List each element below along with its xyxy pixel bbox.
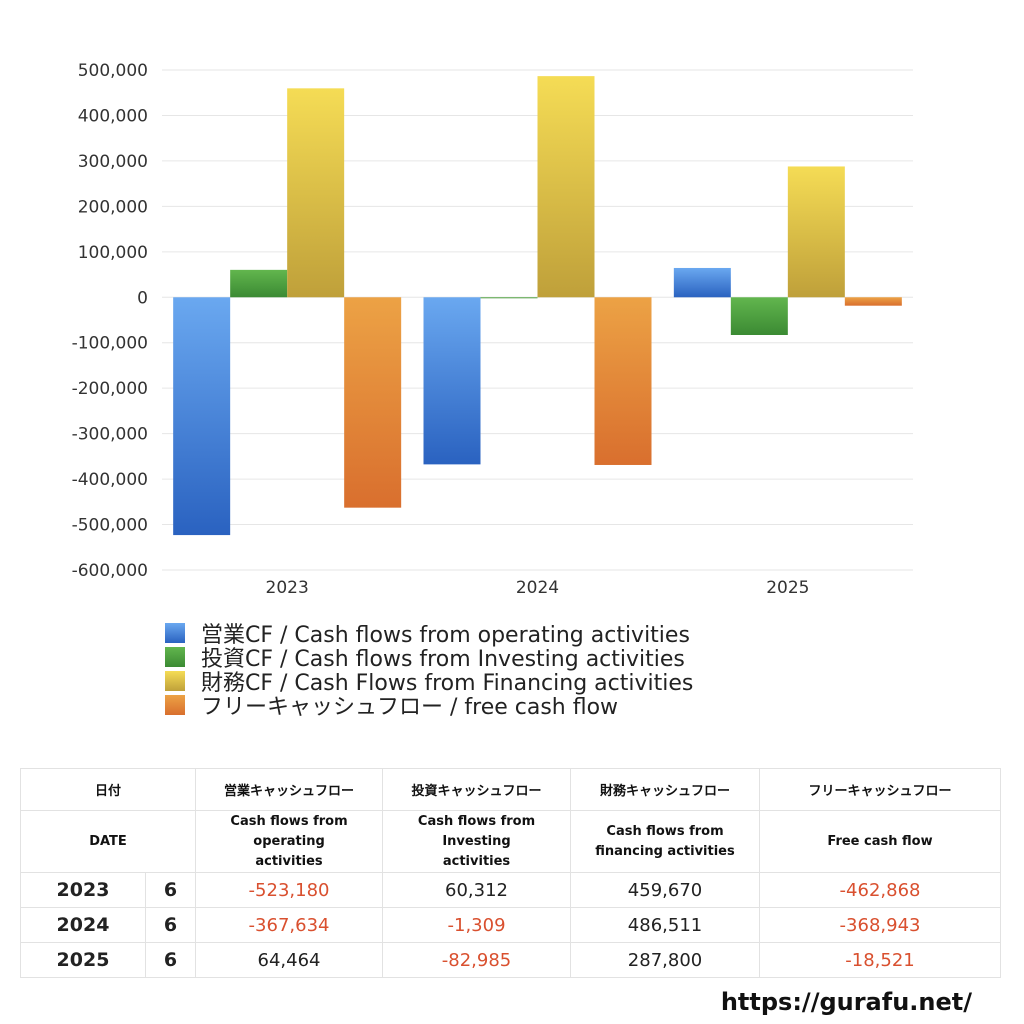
y-tick-label: 200,000	[78, 197, 148, 217]
legend-item-financing: 財務CF / Cash Flows from Financing activit…	[165, 669, 693, 696]
bar-2025-series-3	[787, 166, 845, 298]
header-financing-en-text: Cash flows from financing activities	[595, 823, 735, 859]
legend-item-operating: 営業CF / Cash flows from operating activit…	[165, 621, 693, 648]
bar-2023-series-2	[230, 269, 288, 298]
y-tick-label: 400,000	[78, 106, 148, 126]
header-investing-jp: 投資キャッシュフロー	[382, 768, 572, 811]
header-free-en: Free cash flow	[759, 810, 1002, 873]
header-date-jp: 日付	[19, 768, 197, 811]
cell-free: -18,521	[759, 942, 1002, 978]
legend-label-free-cash-flow: フリーキャッシュフロー / free cash flow	[201, 695, 619, 720]
bar-2023-series-3	[287, 88, 345, 298]
x-tick-label: 2024	[516, 578, 559, 598]
header-operating-en: Cash flows from operating activities	[195, 810, 384, 873]
bar-2023-series-1	[173, 297, 231, 536]
header-date-en: DATE	[19, 810, 197, 873]
y-tick-label: -500,000	[72, 516, 148, 536]
bar-2025-series-1	[673, 267, 731, 298]
legend-swatch-free-cash-flow	[165, 695, 185, 715]
legend-label-investing: 投資CF / Cash flows from Investing activit…	[201, 647, 685, 672]
bar-2025-series-2	[730, 297, 788, 335]
bar-2024-series-4	[594, 297, 652, 465]
bars	[173, 76, 902, 536]
legend-swatch-operating	[165, 623, 185, 643]
cell-financing: 486,511	[570, 907, 761, 943]
cell-operating: -367,634	[195, 907, 384, 943]
y-tick-label: -400,000	[72, 470, 148, 490]
header-free-jp: フリーキャッシュフロー	[759, 768, 1002, 811]
legend: 営業CF / Cash flows from operating activit…	[165, 621, 693, 720]
y-tick-label: 100,000	[78, 243, 148, 263]
row-month: 6	[144, 872, 197, 908]
row-month: 6	[144, 942, 197, 978]
table-row: 2024 6 -367,634 -1,309 486,511 -368,943	[20, 907, 1002, 943]
legend-label-financing: 財務CF / Cash Flows from Financing activit…	[201, 671, 694, 696]
cell-financing: 287,800	[570, 942, 761, 978]
y-tick-label: -200,000	[72, 379, 148, 399]
y-tick-label: -100,000	[72, 334, 148, 354]
cell-free: -462,868	[759, 872, 1002, 908]
table-row: 2023 6 -523,180 60,312 459,670 -462,868	[20, 872, 1002, 908]
header-investing-en-text: Cash flows from Investing activities	[417, 813, 536, 869]
x-axis-ticks: 2023 2024 2025	[266, 578, 810, 598]
y-tick-label: -600,000	[72, 561, 148, 581]
row-month: 6	[144, 907, 197, 943]
y-tick-label: 500,000	[78, 61, 148, 81]
header-operating-jp: 営業キャッシュフロー	[195, 768, 384, 811]
cell-free: -368,943	[759, 907, 1002, 943]
cash-flow-table: 日付 営業キャッシュフロー 投資キャッシュフロー 財務キャッシュフロー フリーキ…	[19, 768, 1002, 978]
y-tick-label: -300,000	[72, 425, 148, 445]
bar-2023-series-4	[344, 297, 402, 508]
table-header-row-en: DATE Cash flows from operating activitie…	[19, 810, 1002, 873]
cell-investing: 60,312	[382, 872, 572, 908]
table-row: 2025 6 64,464 -82,985 287,800 -18,521	[20, 942, 1002, 978]
site-url: https://gurafu.net/	[720, 988, 972, 1016]
legend-swatch-financing	[165, 671, 185, 691]
legend-item-investing: 投資CF / Cash flows from Investing activit…	[165, 645, 693, 672]
cash-flow-bar-chart: 500,000 400,000 300,000 200,000 100,000 0 -100…	[72, 61, 913, 598]
cell-investing: -82,985	[382, 942, 572, 978]
row-year: 2025	[20, 942, 146, 978]
legend-item-free-cash-flow: フリーキャッシュフロー / free cash flow	[165, 693, 693, 720]
header-investing-en: Cash flows from Investing activities	[382, 810, 572, 873]
header-financing-en: Cash flows from financing activities	[570, 810, 761, 873]
bar-2025-series-4	[844, 297, 902, 306]
header-financing-jp: 財務キャッシュフロー	[570, 768, 761, 811]
y-tick-label: 0	[137, 288, 148, 308]
cell-investing: -1,309	[382, 907, 572, 943]
header-operating-en-text: Cash flows from operating activities	[230, 813, 348, 869]
bar-2024-series-2	[480, 297, 538, 299]
bar-2024-series-3	[537, 76, 595, 298]
x-tick-label: 2023	[266, 578, 309, 598]
cell-operating: 64,464	[195, 942, 384, 978]
legend-label-operating: 営業CF / Cash flows from operating activit…	[201, 623, 690, 648]
cell-financing: 459,670	[570, 872, 761, 908]
legend-swatch-investing	[165, 647, 185, 667]
table-header-row-jp: 日付 営業キャッシュフロー 投資キャッシュフロー 財務キャッシュフロー フリーキ…	[19, 768, 1002, 811]
row-year: 2023	[20, 872, 146, 908]
x-tick-label: 2025	[766, 578, 809, 598]
row-year: 2024	[20, 907, 146, 943]
bar-2024-series-1	[423, 297, 481, 465]
y-tick-label: 300,000	[78, 152, 148, 172]
y-axis-ticks: 500,000 400,000 300,000 200,000 100,000 0 -100…	[72, 61, 148, 581]
cell-operating: -523,180	[195, 872, 384, 908]
